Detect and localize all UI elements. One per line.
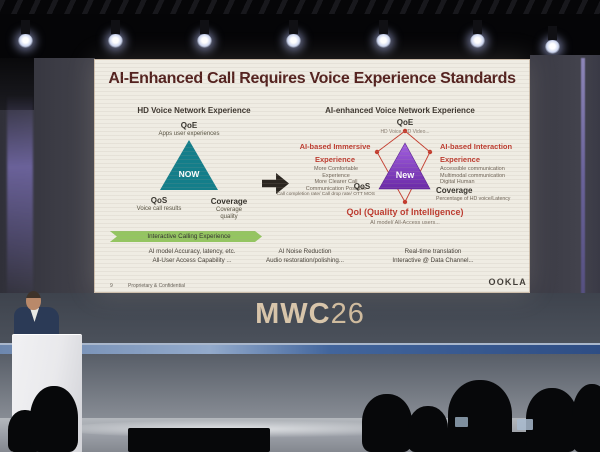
diamond-dot-right	[427, 149, 433, 155]
left-section-header: HD Voice Network Experience	[137, 106, 251, 115]
left-qoe-sub: Apps user experiences	[158, 131, 220, 137]
interactive-notes: Real-time translation Interactive @ Data…	[392, 248, 474, 264]
wall-light-seam-left	[7, 95, 33, 300]
slide-title: AI-Enhanced Call Requires Voice Experien…	[108, 70, 516, 87]
now-triangle	[160, 140, 218, 190]
immersive-experience-label: AI-based Immersive Experience	[299, 142, 371, 164]
stage-light-icon	[108, 20, 123, 48]
stage-blue-stripe	[0, 343, 600, 354]
audience-head	[362, 394, 412, 452]
ceiling	[0, 0, 600, 62]
right-qos-sub: Call completion rate/ Call drop rate/ OT…	[276, 192, 375, 197]
audience-shoulders	[440, 432, 550, 452]
new-triangle-label: New	[396, 170, 416, 180]
diamond-dot-bottom	[402, 199, 408, 205]
audience-phone	[455, 417, 468, 427]
new-triangle	[378, 142, 431, 190]
immersive-experience-sub: More Comfortable Experience More Clearer…	[305, 166, 367, 192]
audience-phone	[517, 419, 533, 430]
stage-backdrop	[0, 293, 600, 343]
new-triangle-diagram: New	[374, 128, 433, 205]
interaction-experience-sub: Accessible communication Multimodal comm…	[440, 166, 506, 185]
diamond-dot-top	[402, 128, 408, 134]
right-qoe-label: QoE	[396, 118, 414, 127]
now-triangle-label: NOW	[178, 169, 200, 179]
mwc-sign-bold: MWC	[255, 298, 331, 330]
stage-light-icon	[286, 20, 301, 48]
stage-light-icon	[470, 20, 485, 48]
stage-light-icon	[545, 26, 560, 54]
left-qos-label: QoS	[150, 196, 168, 205]
stage-light-icon	[197, 20, 212, 48]
left-coverage-label: Coverage	[210, 197, 248, 206]
mwc26-sign: MWC26	[232, 299, 388, 329]
qoi-title: QoI (Quality of Intelligence)	[346, 207, 464, 217]
left-coverage-sub: Coverage quality	[215, 207, 242, 220]
mwc-sign-number: 26	[330, 298, 365, 330]
right-coverage-sub: Percentage of HD voice/Latency	[436, 196, 511, 202]
ookla-logo: OOKLA	[488, 277, 527, 287]
qoi-notes: AI model Accuracy, latency, etc. All-Use…	[148, 248, 236, 264]
left-qoe-label: QoE	[180, 121, 198, 130]
projection-screen: AI-Enhanced Call Requires Voice Experien…	[94, 59, 530, 293]
confidential-label: Proprietary & Confidential	[128, 283, 185, 289]
audience-head	[30, 386, 78, 452]
stage-monitor	[128, 428, 270, 452]
qoi-sub: AI model/ All-Access users...	[370, 220, 440, 226]
chevron-interactive: Interactive Calling Experience	[110, 231, 262, 242]
stage-light-icon	[376, 20, 391, 48]
audience-head	[572, 384, 600, 452]
transition-arrow-icon	[262, 173, 289, 194]
immersive-notes: AI Noise Reduction Audio restoration/pol…	[265, 248, 345, 264]
diamond-dot-left	[374, 149, 380, 155]
lighting-truss	[0, 0, 600, 14]
interaction-experience-label: AI-based Interaction Experience	[440, 142, 513, 164]
left-qos-sub: Voice call results	[136, 206, 182, 212]
right-qos-label: QoS	[353, 182, 371, 191]
presenter-head	[26, 291, 41, 310]
presenter-shirt	[30, 308, 39, 322]
right-section-header: AI-enhanced Voice Network Experience	[325, 106, 475, 115]
wall-light-seam-right	[581, 58, 585, 348]
slide-page-number: 9	[110, 283, 113, 289]
audience-head	[526, 388, 578, 452]
stage-light-icon	[18, 20, 33, 48]
right-coverage-label: Coverage	[436, 186, 473, 195]
